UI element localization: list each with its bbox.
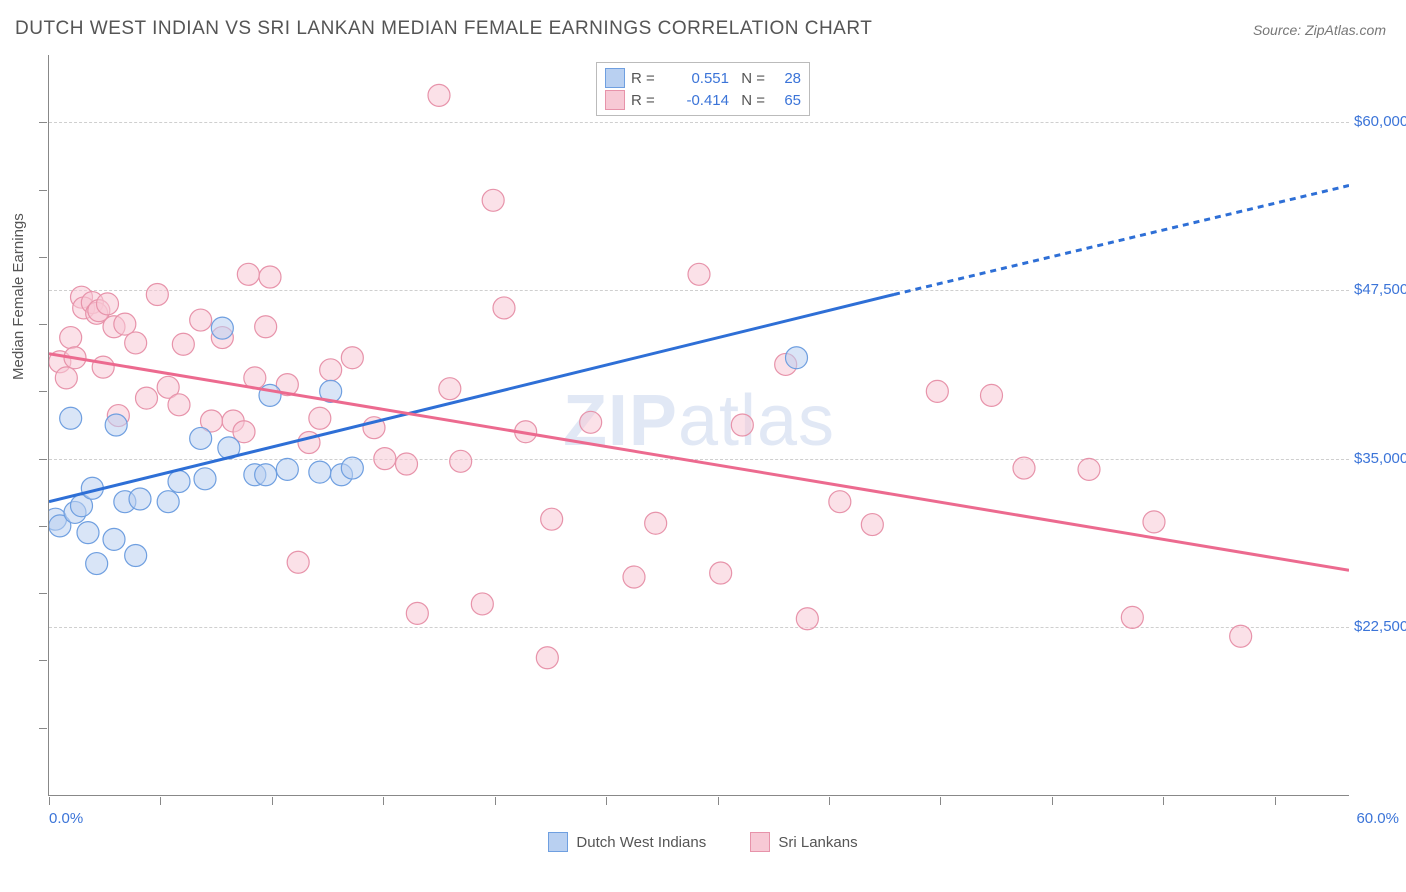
source-label: Source: ZipAtlas.com bbox=[1253, 22, 1386, 38]
series-b-name: Sri Lankans bbox=[778, 834, 857, 851]
y-tick-label: $35,000 bbox=[1354, 450, 1406, 467]
legend-row-a: R = 0.551 N = 28 bbox=[605, 67, 801, 89]
n-value-b: 65 bbox=[771, 92, 801, 109]
plot-area: ZIPatlas $22,500$35,000$47,500$60,0000.0… bbox=[48, 55, 1349, 796]
legend-item-b: Sri Lankans bbox=[750, 832, 857, 852]
y-axis-label: Median Female Earnings bbox=[10, 213, 27, 380]
n-label: N = bbox=[735, 92, 765, 109]
y-tick-label: $60,000 bbox=[1354, 113, 1406, 130]
r-value-b: -0.414 bbox=[669, 92, 729, 109]
legend-row-b: R = -0.414 N = 65 bbox=[605, 89, 801, 111]
swatch-b-bottom bbox=[750, 832, 770, 852]
swatch-a-bottom bbox=[548, 832, 568, 852]
swatch-b bbox=[605, 90, 625, 110]
legend-stats: R = 0.551 N = 28 R = -0.414 N = 65 bbox=[596, 62, 810, 116]
r-label: R = bbox=[631, 92, 663, 109]
legend-item-a: Dutch West Indians bbox=[548, 832, 706, 852]
series-a-name: Dutch West Indians bbox=[576, 834, 706, 851]
r-label: R = bbox=[631, 70, 663, 87]
y-tick-label: $22,500 bbox=[1354, 618, 1406, 635]
n-label: N = bbox=[735, 70, 765, 87]
plot-svg bbox=[49, 55, 1349, 795]
n-value-a: 28 bbox=[771, 70, 801, 87]
swatch-a bbox=[605, 68, 625, 88]
chart-title: DUTCH WEST INDIAN VS SRI LANKAN MEDIAN F… bbox=[15, 18, 872, 40]
r-value-a: 0.551 bbox=[669, 70, 729, 87]
legend-series: Dutch West Indians Sri Lankans bbox=[0, 832, 1406, 856]
x-label-right: 60.0% bbox=[1356, 810, 1399, 827]
x-label-left: 0.0% bbox=[49, 810, 83, 827]
y-tick-label: $47,500 bbox=[1354, 281, 1406, 298]
